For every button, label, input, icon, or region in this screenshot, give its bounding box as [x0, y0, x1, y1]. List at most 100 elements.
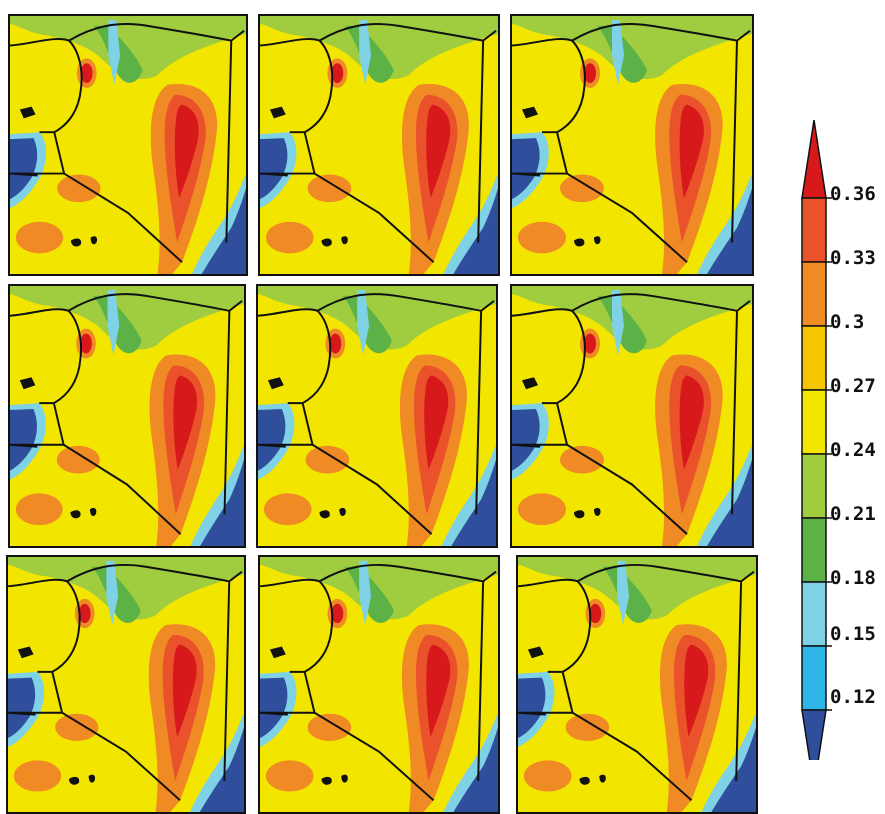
orange-patch-southwest — [305, 445, 350, 474]
lake-victoria — [512, 138, 540, 200]
colorbar-segment — [801, 453, 827, 519]
colorbar-segment — [801, 325, 827, 391]
country-border-north-east — [316, 293, 495, 515]
orange-patch-southwest — [57, 174, 101, 203]
orange-patch-far-southwest — [13, 760, 62, 792]
colorbar-segment — [801, 581, 827, 647]
indian-ocean — [200, 459, 244, 546]
map-svg — [258, 286, 496, 546]
colorbar-label-0.12: 0.12 — [830, 686, 876, 708]
colorbar-label-0.33: 0.33 — [830, 247, 876, 269]
lake-turkana — [357, 289, 370, 356]
map-svg — [260, 16, 498, 274]
indian-ocean — [451, 459, 496, 546]
orange-patch-far-southwest — [265, 221, 314, 254]
small-lake — [574, 238, 585, 247]
orange-patch-southwest — [56, 445, 100, 474]
country-border-north-east — [318, 564, 497, 781]
country-border-north-east — [68, 23, 245, 243]
lake-turkana — [108, 19, 121, 85]
border-lake-line — [258, 443, 313, 448]
country-border-west-south — [258, 308, 433, 535]
small-lake — [90, 236, 98, 245]
small-lake — [19, 377, 36, 390]
small-lake — [269, 106, 286, 119]
map-svg — [10, 286, 244, 546]
map-svg — [512, 286, 752, 546]
small-lake — [70, 238, 82, 247]
lake-turkana — [106, 560, 119, 626]
lake-turkana — [612, 19, 624, 85]
border-lake-line — [512, 443, 567, 448]
red-spot-northwest — [80, 333, 92, 354]
country-border-north-east — [66, 564, 243, 781]
country-border-north-east — [571, 293, 751, 515]
orange-patch-southwest — [565, 713, 610, 741]
small-lake — [70, 510, 81, 519]
small-lake — [19, 106, 36, 119]
colorbar-segment — [801, 197, 827, 263]
lake-victoria — [518, 677, 546, 739]
red-zone-east-core — [679, 104, 704, 199]
small-lake — [522, 106, 538, 119]
small-lake — [527, 646, 544, 659]
border-lake-line — [10, 443, 64, 448]
lake-victoria — [512, 409, 540, 471]
lake-victoria — [260, 677, 288, 739]
orange-patch-southwest — [560, 445, 604, 474]
red-spot-northwest — [329, 333, 342, 354]
lake-victoria — [10, 138, 38, 200]
country-border-north-east — [318, 23, 497, 243]
small-lake — [68, 776, 80, 785]
map-svg — [260, 557, 498, 812]
lake-turkana — [359, 560, 372, 626]
lake-turkana — [107, 289, 120, 356]
border-lake-line — [8, 711, 63, 716]
red-spot-northwest — [584, 63, 596, 83]
small-lake — [574, 510, 585, 519]
country-border-west-south — [8, 578, 181, 802]
border-lake-line — [10, 172, 65, 177]
small-lake — [267, 377, 284, 390]
map-panel-1 — [8, 14, 248, 276]
colorbar-triangle-bottom — [801, 709, 827, 789]
colorbar-segment — [801, 389, 827, 455]
orange-patch-far-southwest — [15, 493, 63, 526]
country-border-west-south — [260, 38, 435, 263]
country-border-north-east — [576, 564, 755, 781]
orange-patch-far-southwest — [523, 760, 572, 792]
map-panel-5 — [256, 284, 498, 548]
small-lake — [321, 238, 332, 247]
map-svg — [512, 16, 752, 274]
small-lake — [89, 507, 97, 517]
lake-turkana — [617, 560, 630, 626]
small-lake — [319, 510, 330, 519]
colorbar-graphic — [801, 119, 832, 789]
small-lake — [339, 507, 346, 517]
country-border-west-south — [10, 308, 182, 535]
country-border-west-south — [260, 578, 435, 802]
red-zone-east-core — [174, 104, 199, 199]
map-panel-2 — [258, 14, 500, 276]
small-lake — [17, 646, 34, 659]
colorbar-label-0.24: 0.24 — [830, 439, 876, 461]
red-zone-east-core — [424, 375, 449, 470]
small-lake — [88, 774, 96, 783]
colorbar — [778, 119, 885, 789]
red-zone-east-core — [426, 644, 451, 738]
small-lake — [341, 236, 348, 245]
map-panel-4 — [8, 284, 246, 548]
indian-ocean — [453, 188, 498, 274]
map-panel-9 — [516, 555, 758, 814]
colorbar-label-0.15: 0.15 — [830, 623, 876, 645]
orange-patch-far-southwest — [263, 493, 312, 526]
colorbar-triangle-top — [801, 119, 827, 199]
lake-victoria — [258, 409, 286, 471]
small-lake — [594, 236, 601, 245]
red-zone-east-core — [173, 375, 198, 470]
indian-ocean — [711, 727, 756, 812]
red-spot-northwest — [331, 63, 344, 83]
red-spot-northwest — [80, 63, 93, 83]
colorbar-segment — [801, 645, 827, 711]
border-lake-line — [260, 172, 315, 177]
